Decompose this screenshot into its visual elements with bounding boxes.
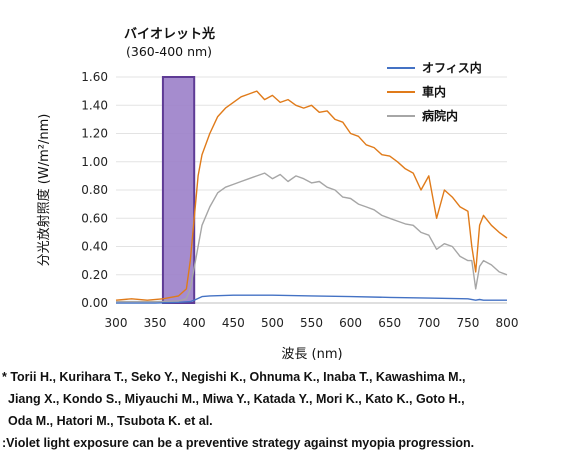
annotation-title: バイオレット光	[124, 26, 215, 42]
y-tick-label: 1.00	[81, 155, 108, 169]
y-tick-label: 0.20	[81, 268, 108, 282]
x-tick-label: 700	[417, 316, 440, 330]
x-tick-label: 450	[222, 316, 245, 330]
x-tick-label: 600	[339, 316, 362, 330]
series-line-2	[116, 172, 508, 303]
x-tick-label: 650	[378, 316, 401, 330]
x-tick-labels: 300 350 400 450 500 550 600 650 700 750 800	[105, 316, 519, 330]
legend-label-2: 病院内	[422, 108, 458, 123]
x-tick-label: 300	[105, 316, 128, 330]
series-lines	[115, 90, 508, 304]
x-tick-label: 350	[144, 316, 167, 330]
y-tick-label: 1.60	[81, 70, 108, 84]
x-tick-label: 500	[261, 316, 284, 330]
y-tick-label: 0.40	[81, 240, 108, 254]
reference-line-2: Jiang X., Kondo S., Miyauchi M., Miwa Y.…	[8, 392, 465, 406]
x-axis-label: 波長 (nm)	[281, 347, 342, 362]
reference-line-3: Oda M., Hatori M., Tsubota K. et al.	[8, 414, 213, 428]
spectral-irradiance-chart: 300 350 400 450 500 550 600 650 700 750 800 0.000.…	[36, 26, 519, 362]
series-line-0	[116, 294, 507, 304]
x-tick-label: 550	[300, 316, 323, 330]
annotation-subtitle: (360-400 nm)	[126, 44, 212, 59]
y-tick-label: 0.00	[81, 296, 108, 310]
reference-line-1: * Torii H., Kurihara T., Seko Y., Negish…	[2, 370, 466, 384]
series-line-1	[115, 90, 508, 301]
legend-label-1: 車内	[422, 84, 446, 99]
x-tick-label: 750	[456, 316, 479, 330]
y-tick-label: 0.80	[81, 183, 108, 197]
y-axis-label: 分光放射照度 (W/m²/nm)	[36, 114, 52, 267]
y-tick-label: 0.60	[81, 211, 108, 225]
y-tick-label: 1.20	[81, 127, 108, 141]
x-tick-label: 400	[183, 316, 206, 330]
x-tick-label: 800	[496, 316, 519, 330]
reference-line-4: :Violet light exposure can be a preventi…	[2, 436, 475, 450]
reference-citation: * Torii H., Kurihara T., Seko Y., Negish…	[2, 366, 570, 454]
y-tick-label: 1.40	[81, 98, 108, 112]
y-tick-labels: 0.00 0.20 0.40 0.60 0.80 1.00 1.20 1.40 1.60	[81, 70, 108, 310]
legend-label-0: オフィス内	[422, 60, 482, 75]
